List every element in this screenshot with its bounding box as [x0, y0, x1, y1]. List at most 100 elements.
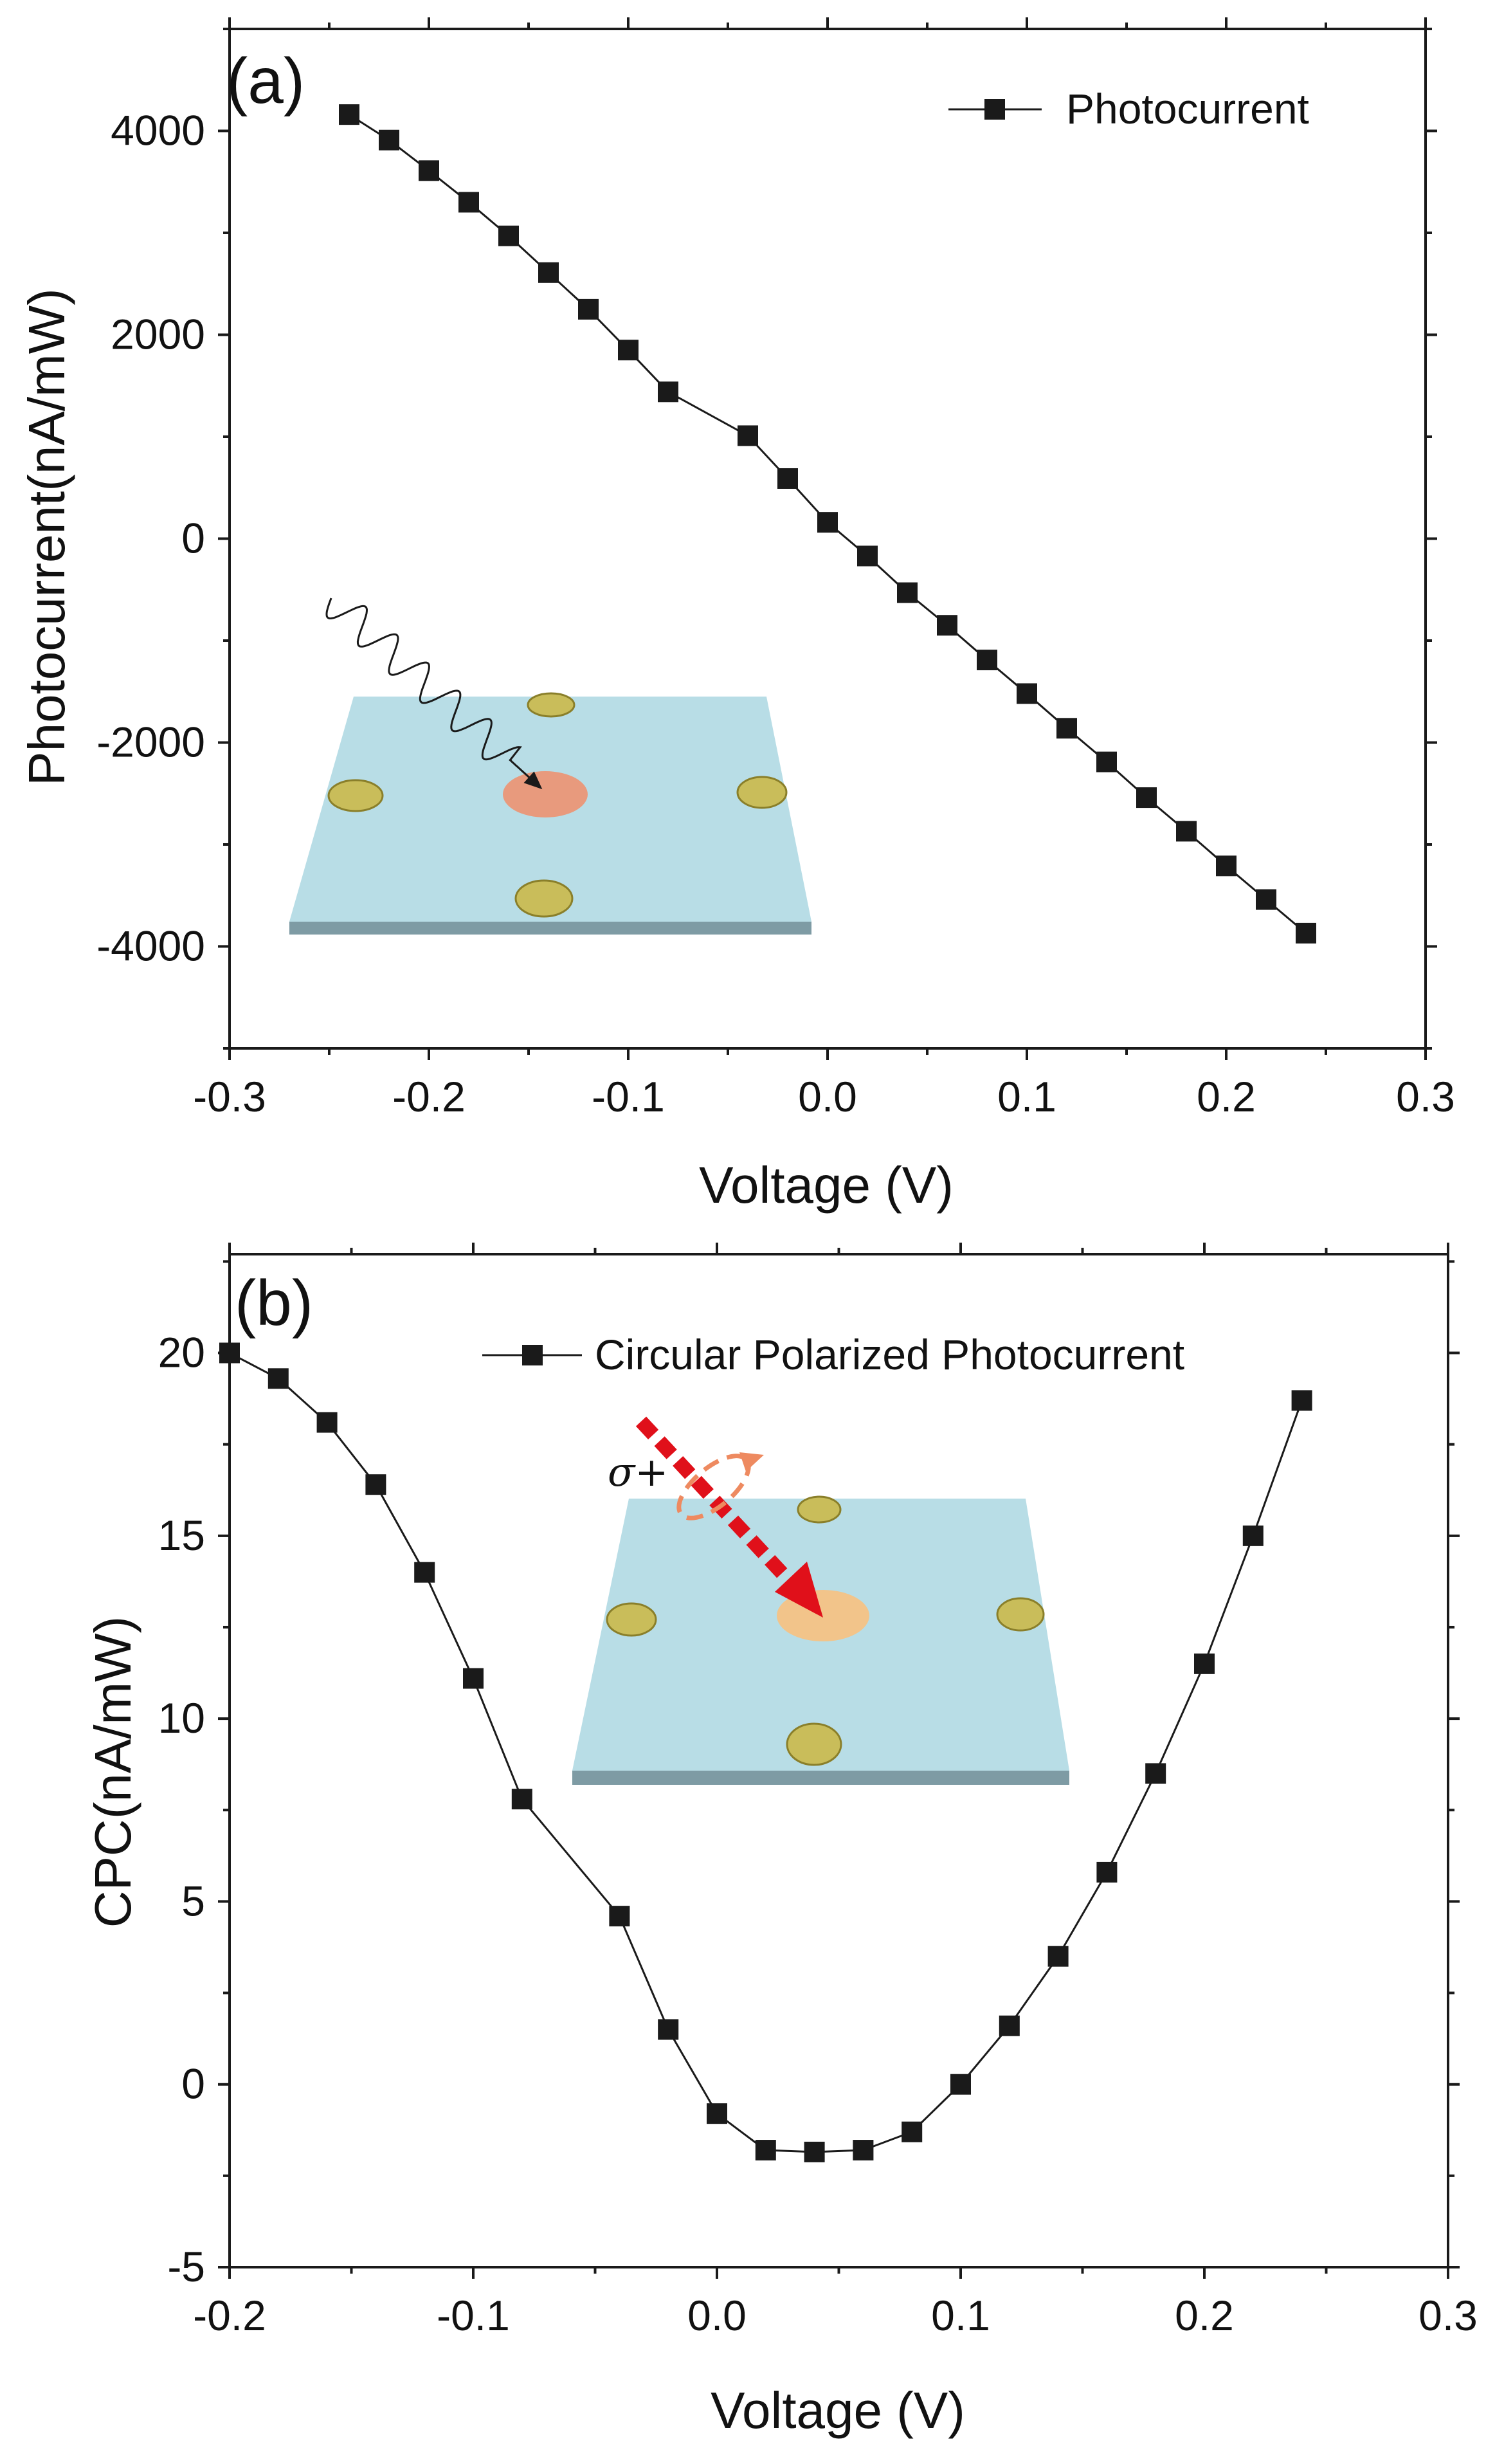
contact-left — [606, 1602, 657, 1637]
panel-a-legend: Photocurrent — [948, 85, 1309, 132]
data-point — [1017, 683, 1037, 704]
data-point — [1194, 1653, 1215, 1674]
data-point — [1056, 718, 1077, 739]
data-point — [219, 1342, 240, 1364]
x-tick-label: 0.0 — [798, 1073, 857, 1120]
panel-b-x-axis-title: Voltage (V) — [711, 2382, 965, 2439]
panel-a-label: (a) — [226, 45, 305, 117]
data-point — [1096, 1861, 1118, 1883]
data-point — [316, 1412, 338, 1433]
panel-a-device-inset — [289, 598, 811, 935]
panel-b-chart: σ+ -0.2 -0.1 0.0 0.1 0.2 0.3 -5 0 5 10 15 20 (b) Ci… — [84, 1243, 1478, 2439]
substrate-edge — [289, 922, 811, 935]
panel-b-legend: Circular Polarized Photocurrent — [482, 1331, 1184, 1378]
y-tick-label: -2000 — [96, 718, 205, 766]
contact-right — [736, 776, 788, 809]
y-tick-label: 15 — [158, 1511, 205, 1559]
y-tick-label: 20 — [158, 1329, 205, 1376]
data-point — [379, 129, 399, 151]
data-point — [498, 225, 519, 246]
legend-marker-photocurrent — [984, 99, 1005, 120]
data-point — [817, 512, 838, 533]
data-point — [578, 298, 599, 320]
series-line — [229, 1352, 1303, 2153]
data-point — [1216, 855, 1237, 877]
incident-light-wave — [325, 598, 535, 783]
y-tick-label: -5 — [167, 2243, 205, 2290]
data-point — [1176, 821, 1197, 842]
y-tick-label: 10 — [158, 1694, 205, 1742]
data-point — [511, 1789, 532, 1810]
data-point — [658, 2019, 679, 2040]
panel-a-x-axis-title: Voltage (V) — [699, 1156, 954, 1214]
sigma-plus-annotation: σ+ — [608, 1448, 668, 1495]
x-tick-label: 0.2 — [1175, 2292, 1234, 2339]
y-tick-label: 0 — [181, 2060, 205, 2108]
data-point — [463, 1668, 484, 1689]
data-point — [901, 2121, 923, 2142]
x-tick-label: 0.2 — [1197, 1073, 1256, 1120]
data-point — [538, 262, 559, 283]
data-point — [1136, 787, 1157, 808]
x-tick-label: 0.3 — [1418, 2292, 1478, 2339]
panel-a-y-axis-title: Photocurrent(nA/mW) — [18, 288, 75, 786]
data-point — [1242, 1525, 1264, 1546]
data-point — [365, 1474, 386, 1495]
circular-polarized-light-arrowhead — [775, 1562, 823, 1618]
x-tick-label: 0.0 — [687, 2292, 747, 2339]
x-tick-label: -0.2 — [193, 2292, 266, 2339]
panel-b-device-inset: σ+ — [572, 1416, 1069, 1785]
data-point — [707, 2103, 727, 2124]
contact-bottom — [514, 879, 574, 918]
data-point — [1256, 889, 1276, 910]
substrate-edge — [572, 1771, 1069, 1785]
y-tick-label: 4000 — [111, 107, 205, 154]
x-tick-label: -0.1 — [592, 1073, 665, 1120]
data-point — [1291, 1390, 1312, 1411]
data-point — [857, 545, 878, 567]
x-tick-label: -0.2 — [392, 1073, 466, 1120]
panel-a-chart: -0.3 -0.2 -0.1 0.0 0.1 0.2 0.3 -4000 -2000 0 2000 4… — [18, 17, 1455, 1214]
y-tick-label: 0 — [181, 515, 205, 562]
data-point — [419, 160, 439, 181]
data-point — [1047, 1946, 1069, 1967]
data-point — [339, 104, 359, 125]
data-point — [897, 582, 918, 603]
panel-a-plot-area: -0.3 -0.2 -0.1 0.0 0.1 0.2 0.3 -4000 -2000 0 2000 4… — [96, 17, 1455, 1120]
panel-b-plot-area: -0.2 -0.1 0.0 0.1 0.2 0.3 -5 0 5 10 15 20 — [158, 1243, 1478, 2339]
x-tick-label: -0.3 — [193, 1073, 266, 1120]
y-tick-label: -4000 — [96, 922, 205, 970]
y-tick-label: 2000 — [111, 311, 205, 358]
data-point — [414, 1562, 435, 1583]
x-tick-label: 0.1 — [997, 1073, 1056, 1120]
circular-polarized-light-arrow — [635, 1416, 808, 1600]
incident-light-arrowhead — [523, 771, 543, 790]
contact-top — [797, 1495, 842, 1524]
y-tick-label: 5 — [181, 1877, 205, 1924]
legend-label-photocurrent: Photocurrent — [1066, 85, 1309, 132]
laser-spot — [503, 771, 588, 817]
data-point — [755, 2140, 776, 2161]
data-point — [609, 1906, 630, 1927]
x-tick-label: 0.1 — [931, 2292, 990, 2339]
contact-right — [996, 1597, 1045, 1632]
data-point — [804, 2141, 825, 2162]
legend-label-cpc: Circular Polarized Photocurrent — [595, 1331, 1184, 1378]
panel-b-y-axis-title: CPC(nA/mW) — [84, 1616, 141, 1928]
data-point — [937, 615, 957, 636]
data-point — [1296, 922, 1316, 944]
data-point — [267, 1368, 289, 1389]
data-point — [853, 2140, 874, 2161]
polarization-rotation-arrowhead — [739, 1452, 764, 1472]
contact-left — [327, 779, 384, 812]
data-point — [458, 192, 479, 213]
x-tick-label: 0.3 — [1396, 1073, 1455, 1120]
contact-top — [527, 692, 575, 718]
data-point — [999, 2015, 1020, 2036]
data-point — [950, 2074, 971, 2095]
data-point — [738, 425, 758, 446]
data-point — [1145, 1763, 1166, 1784]
x-tick-label: -0.1 — [437, 2292, 510, 2339]
data-point — [777, 468, 798, 489]
